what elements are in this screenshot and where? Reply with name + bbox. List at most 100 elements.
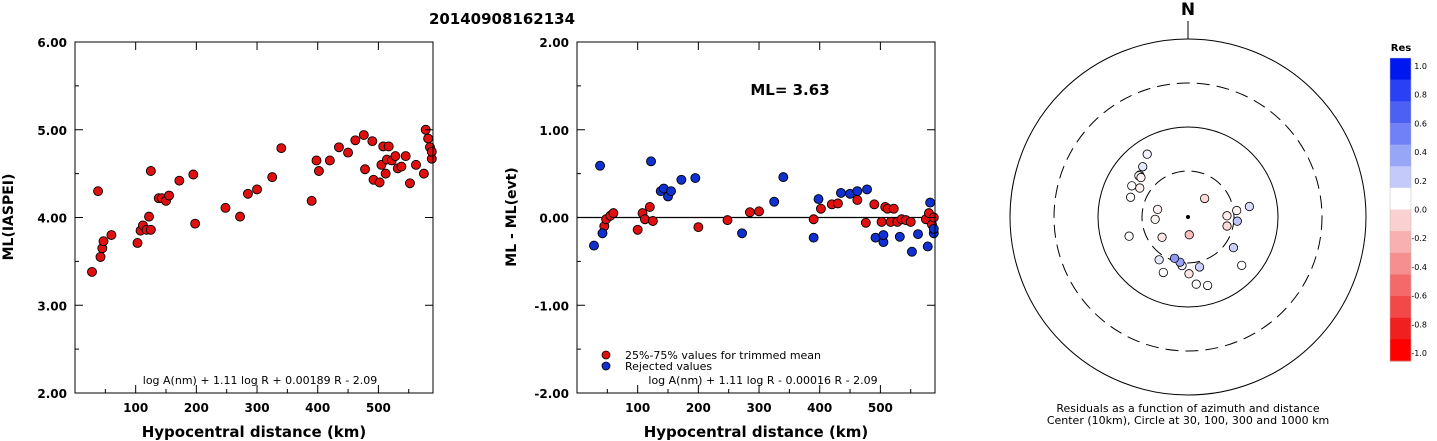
rejected-point (913, 229, 923, 240)
colorbar-tick-label: 1.0 (1414, 62, 1427, 71)
ml-point (276, 143, 287, 154)
colorbar-tick-label: 0.8 (1414, 91, 1427, 100)
station-residual-point (1194, 262, 1205, 272)
trimmed-point (876, 216, 887, 227)
polar-caption-2: Center (10km), Circle at 30, 100, 300 an… (1047, 414, 1329, 427)
trimmed-point (754, 206, 764, 217)
colorbar-swatch (1390, 58, 1411, 81)
colorbar: Res 1.0 0.8 0.6 0.4 0.2 0.0 -0.2 -0.4 -0.6 -0.8 -1… (1389, 43, 1427, 362)
station-residual-point (1191, 279, 1201, 289)
station-residual-point (1157, 232, 1167, 242)
ml-point (313, 166, 324, 176)
trimmed-point (722, 215, 733, 226)
rejected-point (597, 228, 608, 239)
p2-xtick-label: 400 (807, 401, 832, 415)
p2-ytick-label: 0.00 (539, 212, 569, 226)
figure-title: 20140908162134 (429, 10, 575, 28)
colorbar-swatch (1390, 122, 1411, 146)
station-residual-point (1228, 243, 1239, 253)
p1-xtick-label: 200 (184, 401, 209, 415)
p1-ytick-label: 2.00 (37, 387, 67, 401)
p3-marks (1124, 149, 1255, 291)
p2-ml-annotation: ML= 3.63 (750, 81, 829, 99)
ml-point (358, 130, 369, 140)
colorbar-tick-label: -0.4 (1411, 263, 1427, 272)
colorbar-swatch (1390, 144, 1411, 167)
rejected-point (922, 241, 933, 252)
rejected-point (737, 228, 747, 239)
rejected-point (778, 172, 789, 183)
p1-ylabel: ML(IASPEI) (1, 174, 17, 261)
trimmed-point (647, 216, 658, 226)
rejected-point (808, 232, 819, 243)
p2-ytick-label: -1.00 (534, 299, 569, 313)
trimmed-point (815, 203, 826, 214)
ml-point (267, 172, 278, 183)
p1-xlabel: Hypocentral distance (km) (142, 423, 367, 441)
colorbar-frame (1389, 57, 1412, 362)
ml-point (95, 252, 106, 262)
ml-point (145, 224, 156, 235)
p1-xtick-label: 500 (366, 401, 391, 415)
station-residual-point (1136, 172, 1146, 183)
north-label: N (1181, 0, 1195, 20)
rejected-point (646, 156, 656, 167)
polar-caption-1: Residuals as a function of azimuth and d… (1056, 402, 1319, 415)
p2-ytick-label: 2.00 (539, 36, 569, 50)
colorbar-swatch (1390, 166, 1411, 189)
legend-label-trimmed: 25%-75% values for trimmed mean (625, 349, 821, 362)
polar-center (1186, 215, 1190, 219)
station-residual-point (1126, 192, 1136, 202)
ml-point (311, 155, 322, 166)
p2-xlabel: Hypocentral distance (km) (644, 423, 869, 441)
p2-xtick-label: 100 (625, 401, 650, 415)
station-residual-point (1232, 216, 1242, 226)
station-residual-point (1154, 255, 1164, 265)
ml-point (93, 186, 104, 197)
trimmed-point (644, 202, 655, 212)
ml-point (383, 141, 394, 152)
colorbar-swatch (1390, 101, 1411, 124)
station-residual-point (1222, 221, 1232, 231)
trimmed-point (832, 198, 843, 209)
ml-point (343, 147, 354, 158)
p2-xtick-label: 300 (747, 401, 772, 415)
panel-azimuth-polar: N Residuals as a function of azimuth and… (1009, 0, 1367, 427)
p1-ytick-label: 4.00 (37, 212, 67, 226)
p1-xtick-label: 100 (123, 401, 148, 415)
rejected-point (813, 194, 824, 205)
rejected-point (769, 196, 780, 207)
trimmed-point (852, 194, 863, 205)
station-residual-point (1244, 201, 1255, 212)
ring-300km (1053, 82, 1323, 352)
ml-point (400, 151, 411, 162)
panel-ml-vs-distance: 100 200 300 400 500 2.00 3.00 4.00 5.00 6.00 log … (1, 36, 437, 441)
ml-point (144, 211, 154, 222)
ml-point (98, 236, 109, 247)
colorbar-swatch (1390, 339, 1411, 362)
legend-marker-rejected (601, 361, 611, 371)
ml-point (360, 164, 370, 175)
p2-ticks: 100 200 300 400 500 -2.00 -1.00 0.00 1.00 2.00 (534, 36, 935, 415)
colorbar-title: Res (1391, 43, 1411, 54)
ml-point (423, 133, 434, 144)
colorbar-tick-label: 0.6 (1414, 119, 1427, 128)
ml-point (411, 159, 421, 170)
panel-residual-vs-distance: 100 200 300 400 500 -2.00 -1.00 0.00 1.00 2.00 ML… (504, 36, 939, 441)
p1-ytick-label: 6.00 (37, 36, 67, 50)
station-residual-point (1142, 149, 1152, 159)
ml-point (306, 195, 317, 206)
colorbar-swatch (1390, 209, 1411, 232)
station-residual-point (1135, 183, 1145, 193)
rejected-point (676, 174, 687, 185)
p1-marks (87, 124, 437, 277)
trimmed-point (632, 224, 643, 235)
ml-point (87, 266, 97, 277)
ml-point (333, 142, 344, 153)
p1-xtick-label: 300 (245, 401, 270, 415)
station-residual-point (1158, 267, 1168, 278)
rejected-point (894, 231, 905, 242)
station-residual-point (1222, 211, 1232, 221)
colorbar-tick-label: 0.0 (1414, 206, 1427, 215)
